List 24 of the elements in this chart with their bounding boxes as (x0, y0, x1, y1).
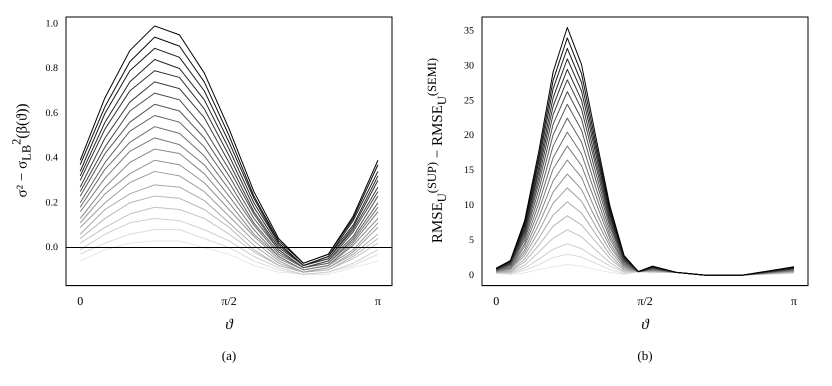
y-tick-label: 10 (464, 200, 474, 211)
y-tick-label: 35 (464, 26, 474, 37)
x-tick-label: π (790, 294, 797, 308)
y-tick-label: 30 (464, 60, 474, 72)
x-tick-label: π (374, 294, 381, 308)
x-tick-label: 0 (493, 294, 500, 308)
x-tick-label: π/2 (637, 294, 653, 308)
y-tick-label: 0.6 (46, 108, 58, 119)
y-tick-label: 20 (464, 130, 474, 142)
y-tick-label: 0.2 (46, 197, 58, 208)
y-tick-label: 15 (464, 165, 474, 176)
x-tick-label: 0 (77, 294, 84, 308)
text: (b) (636, 348, 654, 364)
x-tick-label: π/2 (221, 294, 237, 308)
text: (a) (220, 348, 238, 364)
y-tick-label: 0.4 (46, 152, 58, 164)
y-tick-label: 0.8 (46, 63, 58, 74)
x-axis-title: ϑ (225, 316, 234, 333)
x-axis-title: ϑ (641, 316, 650, 333)
y-tick-label: 0.0 (46, 242, 58, 254)
y-tick-label: 25 (464, 95, 474, 106)
y-tick-label: 0 (469, 270, 474, 281)
y-tick-label: 1.0 (46, 18, 58, 30)
y-tick-label: 5 (469, 234, 474, 246)
